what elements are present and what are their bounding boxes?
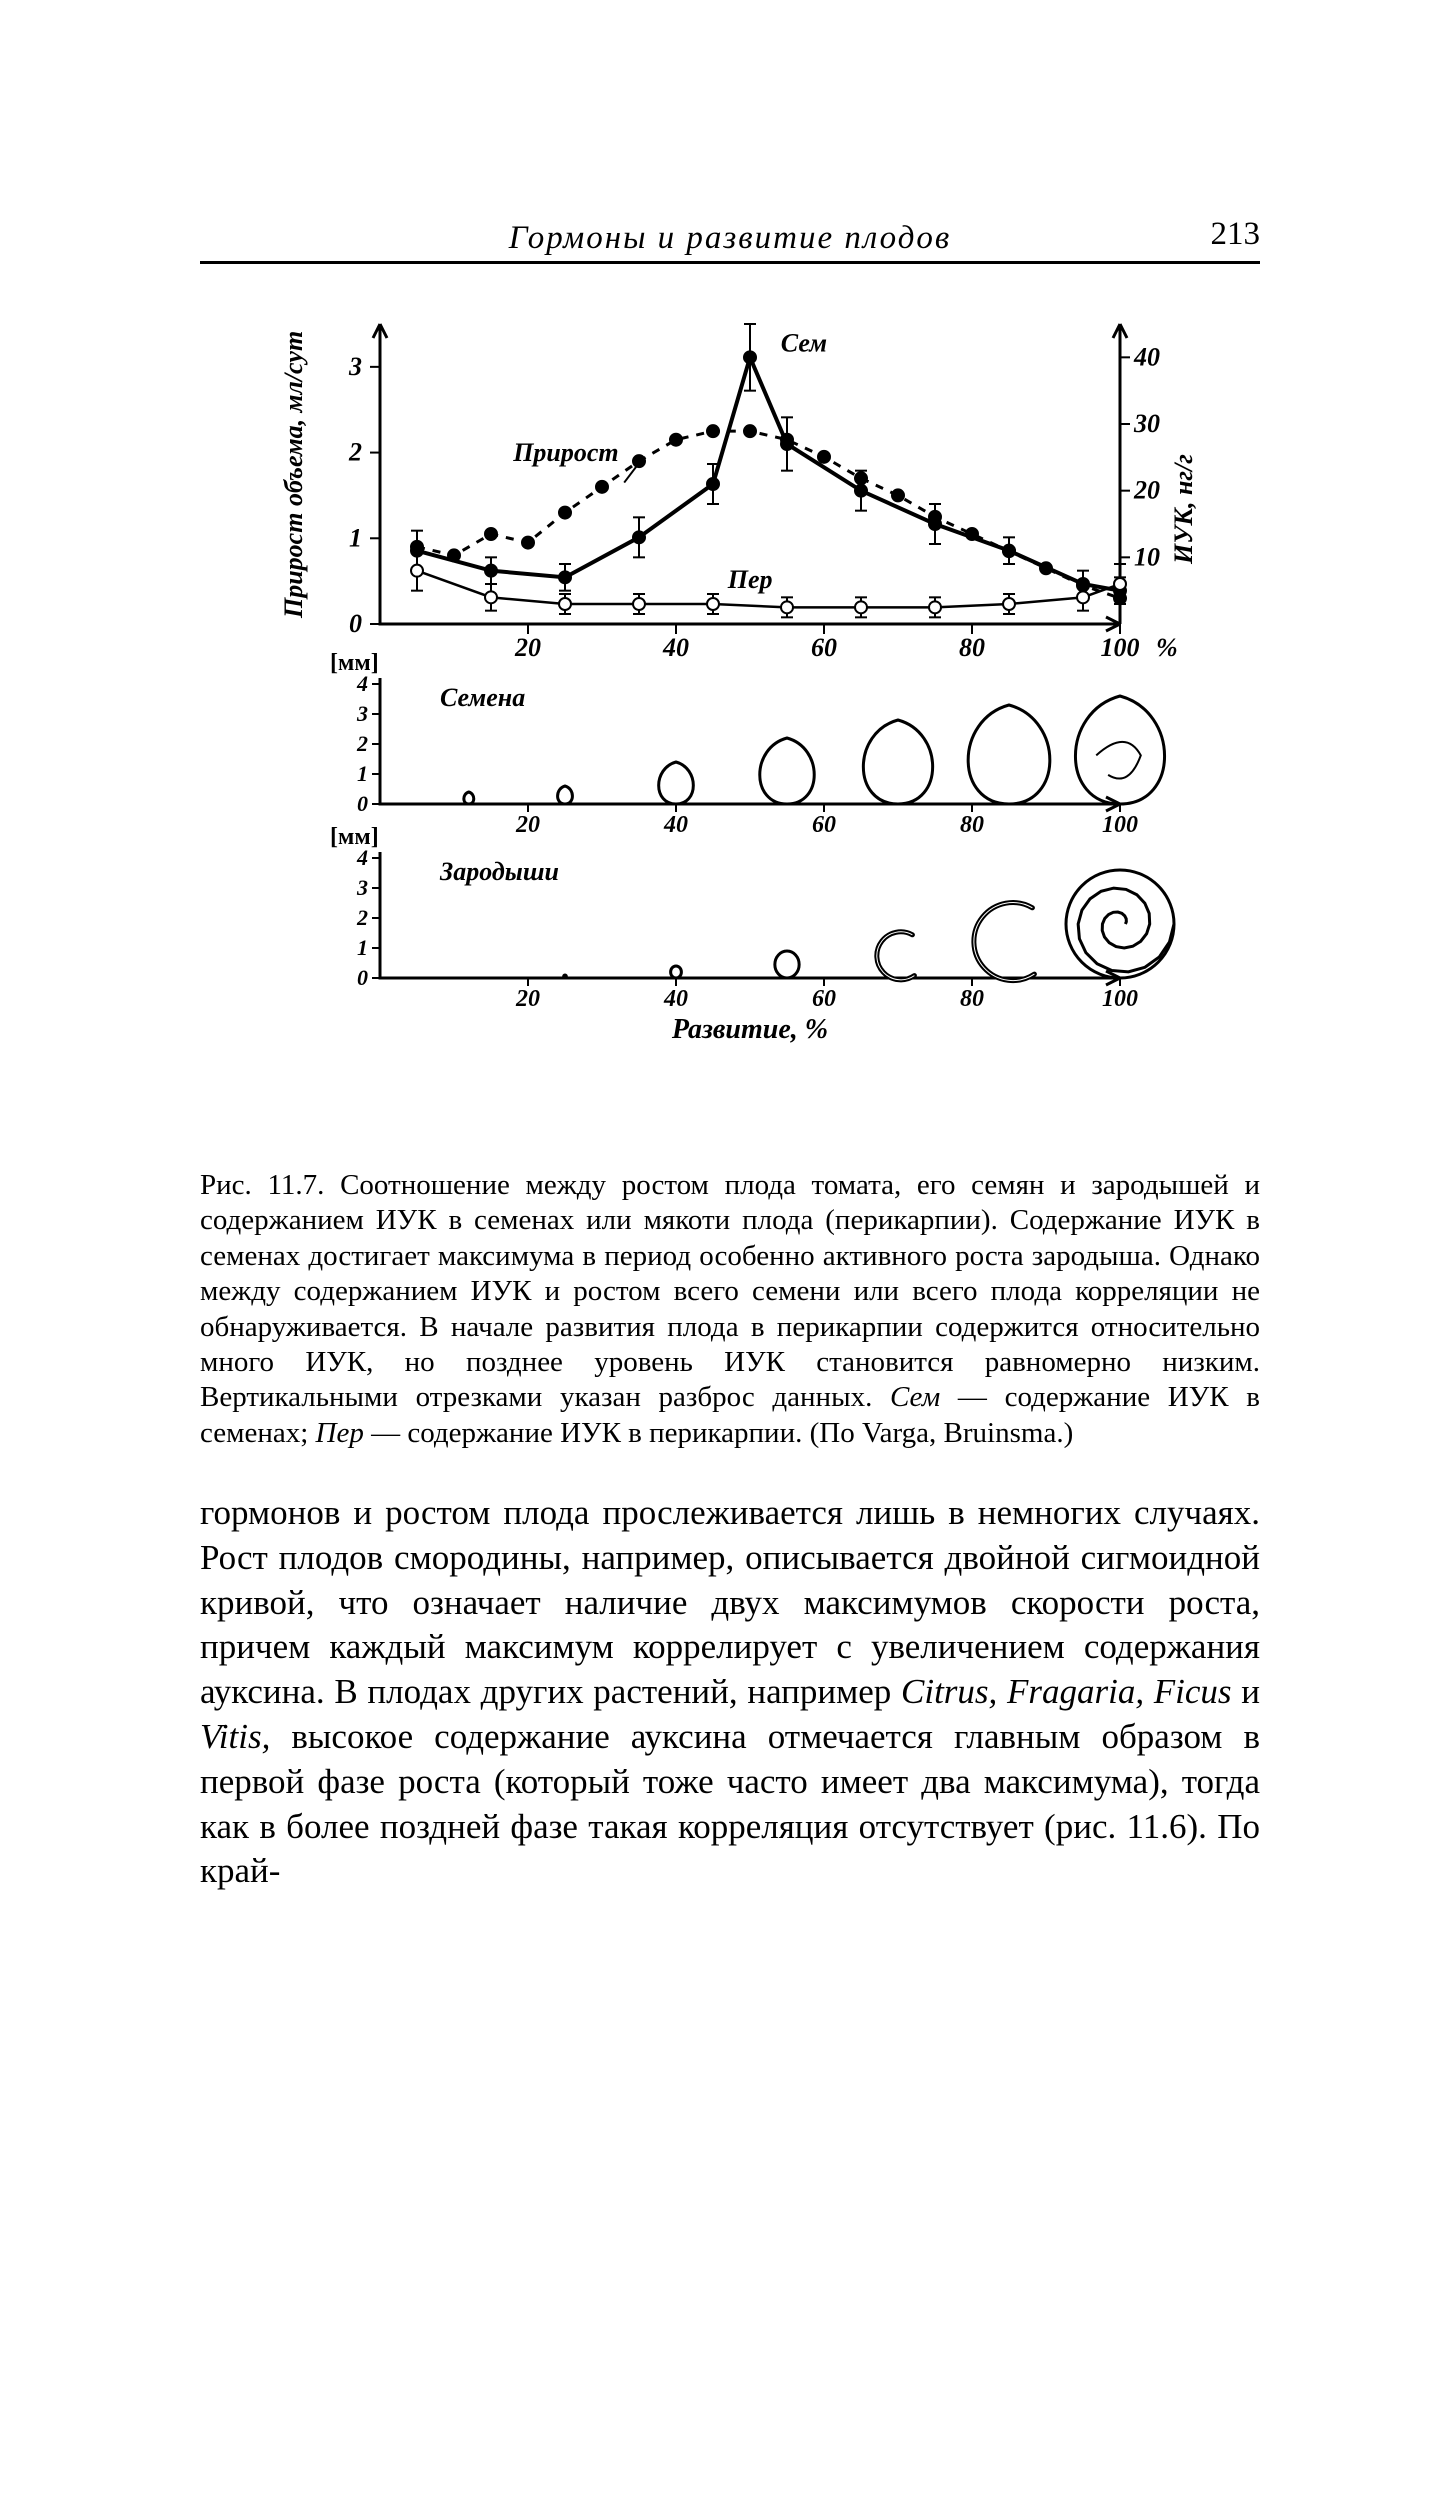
svg-text:2: 2 [356, 905, 368, 930]
page-number: 213 [1211, 216, 1261, 253]
svg-text:80: 80 [960, 812, 984, 838]
body-paragraph: гормонов и ростом плода прослеживается л… [200, 1491, 1260, 1894]
caption-sem: Сем [890, 1381, 940, 1413]
caption-text-a: Соотношение между ростом плода томата, е… [200, 1169, 1260, 1413]
svg-text:20: 20 [515, 812, 540, 838]
svg-text:%: % [1156, 633, 1178, 662]
svg-text:40: 40 [1133, 342, 1160, 371]
caption-text-c: — содержание ИУК в перикарпии. (По Varga… [364, 1417, 1073, 1449]
svg-text:Зародыши: Зародыши [439, 857, 559, 886]
svg-text:Пер: Пер [727, 565, 773, 594]
svg-text:60: 60 [811, 633, 837, 662]
svg-text:100: 100 [1102, 812, 1138, 838]
svg-text:40: 40 [663, 986, 688, 1012]
svg-text:1: 1 [357, 761, 368, 786]
svg-text:Прирост: Прирост [512, 438, 618, 467]
svg-text:3: 3 [356, 701, 368, 726]
caption-lead: Рис. 11.7. [200, 1169, 324, 1201]
svg-text:3: 3 [348, 352, 362, 381]
svg-text:Семена: Семена [440, 683, 525, 712]
svg-text:80: 80 [960, 986, 984, 1012]
figure-11-7: 01231020304020406080100%Прирост объема, … [240, 304, 1220, 1144]
svg-text:20: 20 [1133, 476, 1160, 505]
svg-text:60: 60 [812, 986, 836, 1012]
svg-text:Прирост объема, мл/сут: Прирост объема, мл/сут [279, 331, 308, 619]
body-c: высокое содержание ауксина отмечается гл… [200, 1717, 1260, 1890]
svg-text:20: 20 [515, 986, 540, 1012]
svg-text:ИУК, нг/г: ИУК, нг/г [1169, 454, 1198, 565]
svg-text:[мм]: [мм] [330, 650, 379, 676]
svg-text:Сем: Сем [781, 328, 827, 357]
body-i1: Citrus, Fragaria, Ficus [901, 1672, 1232, 1711]
svg-text:0: 0 [357, 965, 368, 990]
svg-text:100: 100 [1102, 986, 1138, 1012]
svg-text:2: 2 [348, 438, 362, 467]
svg-text:1: 1 [349, 523, 362, 552]
svg-text:0: 0 [349, 609, 362, 638]
svg-text:[мм]: [мм] [330, 824, 379, 850]
svg-text:2: 2 [356, 731, 368, 756]
svg-text:10: 10 [1134, 542, 1160, 571]
svg-text:20: 20 [514, 633, 541, 662]
body-b: и [1232, 1672, 1260, 1711]
svg-text:0: 0 [357, 791, 368, 816]
body-i2: Vitis, [200, 1717, 270, 1756]
svg-text:30: 30 [1133, 409, 1160, 438]
svg-text:40: 40 [662, 633, 689, 662]
running-header: Гормоны и развитие плодов 213 [200, 220, 1260, 264]
svg-text:40: 40 [663, 812, 688, 838]
svg-text:100: 100 [1101, 633, 1140, 662]
running-title: Гормоны и развитие плодов [509, 220, 952, 257]
caption-per: Пер [316, 1417, 364, 1449]
svg-text:Развитие, %: Развитие, % [671, 1014, 828, 1045]
figure-caption: Рис. 11.7. Соотношение между ростом плод… [200, 1168, 1260, 1451]
svg-text:3: 3 [356, 875, 368, 900]
svg-text:60: 60 [812, 812, 836, 838]
svg-text:80: 80 [959, 633, 985, 662]
svg-text:1: 1 [357, 935, 368, 960]
